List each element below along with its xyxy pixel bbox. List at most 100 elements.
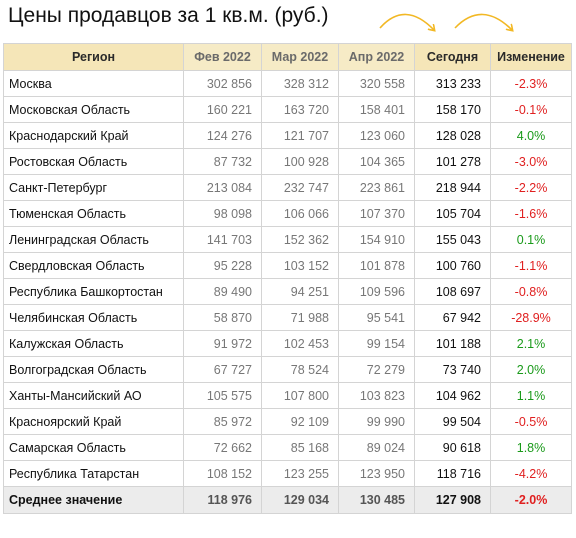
table-row: Самарская Область 72 662 85 168 89 024 90 61… xyxy=(3,434,572,461)
cell-feb: 108 152 xyxy=(183,460,262,487)
cell-apr: 99 154 xyxy=(338,330,415,357)
cell-mar: 92 109 xyxy=(261,408,339,435)
cell-feb: 213 084 xyxy=(183,174,262,201)
cell-region: Московская Область xyxy=(3,96,184,123)
cell-today: 101 278 xyxy=(414,148,491,175)
table-row: Санкт-Петербург 213 084 232 747 223 861 218 … xyxy=(3,174,572,201)
cell-today: 73 740 xyxy=(414,356,491,383)
cell-change: -2.3% xyxy=(490,70,572,97)
cell-change: -1.6% xyxy=(490,200,572,227)
cell-today: 155 043 xyxy=(414,226,491,253)
cell-feb: 160 221 xyxy=(183,96,262,123)
cell-region: Москва xyxy=(3,70,184,97)
column-header-change: Изменение xyxy=(490,43,572,71)
cell-today: 105 704 xyxy=(414,200,491,227)
cell-region: Ростовская Область xyxy=(3,148,184,175)
cell-apr: 104 365 xyxy=(338,148,415,175)
prices-table: Регион Фев 2022 Мар 2022 Апр 2022 Сегодн… xyxy=(3,43,572,514)
cell-feb: 105 575 xyxy=(183,382,262,409)
cell-mar: 71 988 xyxy=(261,304,339,331)
average-mar: 129 034 xyxy=(261,486,339,514)
cell-apr: 95 541 xyxy=(338,304,415,331)
average-today: 127 908 xyxy=(414,486,491,514)
table-row: Ханты-Мансийский АО 105 575 107 800 103 823… xyxy=(3,382,572,409)
cell-feb: 141 703 xyxy=(183,226,262,253)
cell-change: -2.2% xyxy=(490,174,572,201)
cell-mar: 94 251 xyxy=(261,278,339,305)
average-row: Среднее значение 118 976 129 034 130 485… xyxy=(3,486,572,514)
cell-region: Ханты-Мансийский АО xyxy=(3,382,184,409)
cell-today: 313 233 xyxy=(414,70,491,97)
cell-mar: 152 362 xyxy=(261,226,339,253)
column-header-feb: Фев 2022 xyxy=(183,43,262,71)
cell-change: 2.1% xyxy=(490,330,572,357)
cell-today: 101 188 xyxy=(414,330,491,357)
cell-feb: 91 972 xyxy=(183,330,262,357)
cell-change: -0.5% xyxy=(490,408,572,435)
cell-region: Челябинская Область xyxy=(3,304,184,331)
cell-today: 218 944 xyxy=(414,174,491,201)
cell-feb: 89 490 xyxy=(183,278,262,305)
cell-today: 99 504 xyxy=(414,408,491,435)
cell-feb: 98 098 xyxy=(183,200,262,227)
cell-mar: 232 747 xyxy=(261,174,339,201)
cell-feb: 95 228 xyxy=(183,252,262,279)
table-row: Свердловская Область 95 228 103 152 101 878… xyxy=(3,252,572,279)
column-header-today: Сегодня xyxy=(414,43,491,71)
cell-today: 158 170 xyxy=(414,96,491,123)
table-row: Волгоградская Область 67 727 78 524 72 279 7… xyxy=(3,356,572,383)
cell-mar: 328 312 xyxy=(261,70,339,97)
cell-region: Самарская Область xyxy=(3,434,184,461)
cell-mar: 102 453 xyxy=(261,330,339,357)
cell-today: 90 618 xyxy=(414,434,491,461)
cell-change: -4.2% xyxy=(490,460,572,487)
cell-feb: 124 276 xyxy=(183,122,262,149)
cell-apr: 103 823 xyxy=(338,382,415,409)
cell-region: Республика Башкортостан xyxy=(3,278,184,305)
column-header-mar: Мар 2022 xyxy=(261,43,339,71)
cell-change: -1.1% xyxy=(490,252,572,279)
table-row: Республика Татарстан 108 152 123 255 123 95… xyxy=(3,460,572,487)
cell-apr: 99 990 xyxy=(338,408,415,435)
cell-feb: 58 870 xyxy=(183,304,262,331)
cell-mar: 121 707 xyxy=(261,122,339,149)
cell-region: Республика Татарстан xyxy=(3,460,184,487)
cell-apr: 154 910 xyxy=(338,226,415,253)
cell-feb: 72 662 xyxy=(183,434,262,461)
cell-feb: 85 972 xyxy=(183,408,262,435)
cell-apr: 109 596 xyxy=(338,278,415,305)
cell-mar: 100 928 xyxy=(261,148,339,175)
cell-mar: 103 152 xyxy=(261,252,339,279)
cell-mar: 106 066 xyxy=(261,200,339,227)
cell-apr: 107 370 xyxy=(338,200,415,227)
table-row: Краснодарский Край 124 276 121 707 123 060 1… xyxy=(3,122,572,149)
cell-feb: 302 856 xyxy=(183,70,262,97)
cell-feb: 67 727 xyxy=(183,356,262,383)
cell-region: Волгоградская Область xyxy=(3,356,184,383)
cell-feb: 87 732 xyxy=(183,148,262,175)
cell-apr: 101 878 xyxy=(338,252,415,279)
cell-change: -3.0% xyxy=(490,148,572,175)
cell-change: 2.0% xyxy=(490,356,572,383)
cell-apr: 123 950 xyxy=(338,460,415,487)
cell-change: 0.1% xyxy=(490,226,572,253)
cell-apr: 158 401 xyxy=(338,96,415,123)
table-row: Ленинградская Область 141 703 152 362 154 9… xyxy=(3,226,572,253)
table-row: Калужская Область 91 972 102 453 99 154 101 … xyxy=(3,330,572,357)
average-feb: 118 976 xyxy=(183,486,262,514)
table-row: Тюменская Область 98 098 106 066 107 370 105… xyxy=(3,200,572,227)
page-title: Цены продавцов за 1 кв.м. (руб.) xyxy=(8,4,329,27)
table-header-row: Регион Фев 2022 Мар 2022 Апр 2022 Сегодн… xyxy=(3,43,572,71)
table-row: Ростовская Область 87 732 100 928 104 365 10… xyxy=(3,148,572,175)
cell-change: -0.1% xyxy=(490,96,572,123)
cell-change: 4.0% xyxy=(490,122,572,149)
cell-apr: 123 060 xyxy=(338,122,415,149)
cell-region: Свердловская Область xyxy=(3,252,184,279)
cell-today: 67 942 xyxy=(414,304,491,331)
cell-today: 128 028 xyxy=(414,122,491,149)
column-header-apr: Апр 2022 xyxy=(338,43,415,71)
cell-today: 108 697 xyxy=(414,278,491,305)
cell-region: Тюменская Область xyxy=(3,200,184,227)
cell-apr: 89 024 xyxy=(338,434,415,461)
cell-apr: 223 861 xyxy=(338,174,415,201)
